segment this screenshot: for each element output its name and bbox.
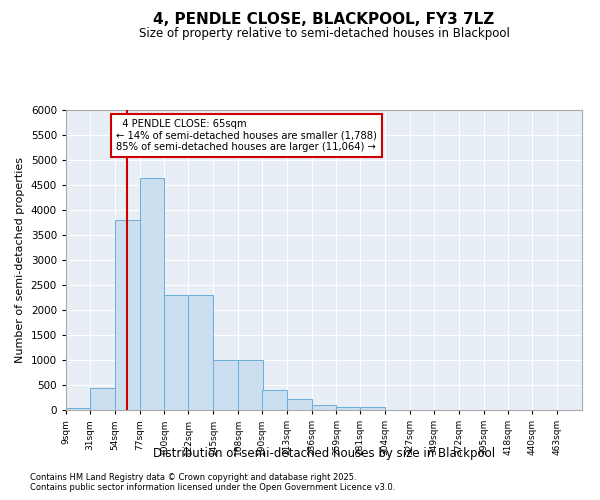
Bar — [262, 390, 287, 410]
Bar — [213, 360, 238, 410]
Bar — [238, 360, 263, 410]
Text: Contains public sector information licensed under the Open Government Licence v3: Contains public sector information licen… — [30, 484, 395, 492]
Bar — [337, 406, 361, 410]
Text: Distribution of semi-detached houses by size in Blackpool: Distribution of semi-detached houses by … — [153, 448, 495, 460]
Bar — [66, 408, 91, 410]
Text: 4 PENDLE CLOSE: 65sqm
← 14% of semi-detached houses are smaller (1,788)
85% of s: 4 PENDLE CLOSE: 65sqm ← 14% of semi-deta… — [116, 119, 377, 152]
Text: Size of property relative to semi-detached houses in Blackpool: Size of property relative to semi-detach… — [139, 28, 509, 40]
Bar — [188, 295, 213, 410]
Y-axis label: Number of semi-detached properties: Number of semi-detached properties — [15, 157, 25, 363]
Bar — [360, 406, 385, 410]
Bar — [90, 388, 115, 410]
Bar — [287, 398, 311, 410]
Text: Contains HM Land Registry data © Crown copyright and database right 2025.: Contains HM Land Registry data © Crown c… — [30, 472, 356, 482]
Bar — [115, 220, 140, 410]
Text: 4, PENDLE CLOSE, BLACKPOOL, FY3 7LZ: 4, PENDLE CLOSE, BLACKPOOL, FY3 7LZ — [154, 12, 494, 28]
Bar — [164, 295, 190, 410]
Bar — [311, 405, 337, 410]
Bar — [140, 178, 164, 410]
